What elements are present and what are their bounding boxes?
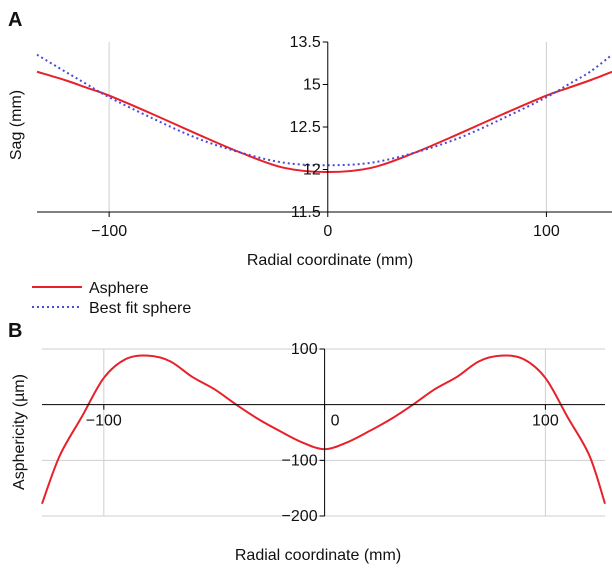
panel-a-axes: −100 0 100 11.5 12 12.5 15 13.5 (37, 34, 612, 240)
legend: Asphere Best fit sphere (32, 280, 191, 317)
asphere-line (36, 70, 612, 174)
panel-b-letter: B (8, 320, 22, 342)
panel-a-y-tick-label: 12 (303, 162, 321, 179)
panel-b-axes: −100 0 100 −200 −100 100 (42, 341, 605, 525)
panel-a-y-axis-label: Sag (mm) (8, 90, 25, 160)
panel-a-grid (108, 42, 547, 212)
panel-b-x-axis-label: Radial coordinate (mm) (235, 547, 401, 564)
asphericity-line (41, 354, 606, 505)
panel-b-x-tick-label: −100 (86, 413, 122, 430)
panel-a-letter: A (8, 9, 22, 31)
panel-a-y-tick-label: 11.5 (291, 204, 321, 221)
panel-a-x-tick-label: 0 (323, 223, 332, 240)
panel-b-y-tick-label: −100 (282, 452, 318, 469)
panel-b-series (41, 354, 606, 505)
panel-a-y-tick-label: 12.5 (290, 119, 321, 136)
panel-a-y-tick-label: 13.5 (290, 34, 321, 51)
panel-a-series (36, 53, 612, 174)
panel-b-y-tick-label: −200 (282, 508, 318, 525)
panel-b-y-axis-label: Asphericity (µm) (11, 374, 28, 490)
panel-a-x-tick-label: 100 (533, 223, 560, 240)
panel-b-y-tick-label: 100 (291, 341, 318, 358)
legend-asphere-label: Asphere (89, 280, 149, 297)
panel-b-x-tick-label: 100 (532, 413, 559, 430)
panel-a-x-tick-label: −100 (91, 223, 127, 240)
legend-best-fit-sphere-label: Best fit sphere (89, 300, 191, 317)
panel-a: A −100 0 100 11.5 12 12.5 15 13.5 Sag (mm) Radi… (8, 9, 612, 269)
panel-a-x-axis-label: Radial coordinate (mm) (247, 252, 413, 269)
panel-a-y-tick-label: 15 (303, 77, 321, 94)
best-fit-sphere-line (36, 53, 612, 167)
panel-b-x-tick-label: 0 (331, 413, 340, 430)
panel-b: B −100 0 100 −200 −100 100 Asphericity (µm) R… (8, 320, 606, 564)
panel-b-grid (42, 348, 605, 517)
